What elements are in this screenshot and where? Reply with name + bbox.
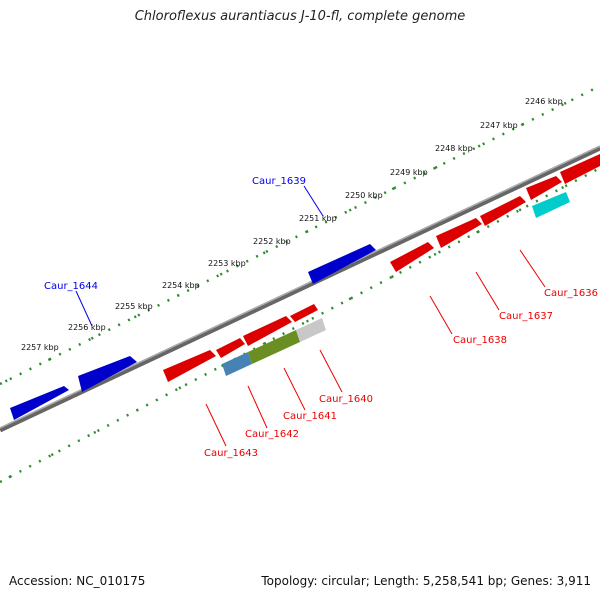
- scale-labels: 2246 kbp 2247 kbp 2248 kbp 2249 kbp 2250…: [21, 97, 563, 352]
- gene-label-caur-1641[interactable]: Caur_1641: [283, 411, 337, 422]
- upper-tick-track: [0, 84, 600, 386]
- gene-label-caur-1639[interactable]: Caur_1639: [252, 176, 306, 187]
- gene-arrow[interactable]: [10, 386, 69, 420]
- gene-arrow[interactable]: [290, 304, 318, 322]
- tick-label-2254: 2254 kbp: [162, 281, 200, 290]
- gene-caur-1636[interactable]: [480, 196, 526, 226]
- gene-caur-1639[interactable]: [308, 244, 376, 284]
- leader-caur-1641: [283, 367, 306, 411]
- gene-arrow[interactable]: [560, 154, 600, 184]
- tick-label-2256: 2256 kbp: [68, 323, 106, 332]
- upper-dotted-track: [0, 84, 600, 386]
- gene-label-caur-1642[interactable]: Caur_1642: [245, 429, 299, 440]
- forward-genes: [10, 244, 376, 420]
- leader-caur-1642: [247, 385, 268, 429]
- leader-caur-1637: [475, 271, 500, 311]
- gene-caur-1640[interactable]: [296, 318, 326, 342]
- tick-label-2255: 2255 kbp: [115, 302, 153, 311]
- gene-caur-1643[interactable]: [163, 350, 216, 382]
- gene-arrow[interactable]: [243, 316, 292, 346]
- label-leaders: [75, 185, 546, 447]
- tick-label-2249: 2249 kbp: [390, 168, 428, 177]
- gene-label-caur-1643[interactable]: Caur_1643: [204, 448, 258, 459]
- leader-caur-1643: [205, 403, 227, 447]
- gene-labels: Caur_1639 Caur_1644 Caur_1636 Caur_1637 …: [44, 176, 598, 459]
- tick-label-2252: 2252 kbp: [253, 237, 291, 246]
- gene-arrow[interactable]: [526, 176, 562, 200]
- gene-label-caur-1637[interactable]: Caur_1637: [499, 311, 553, 322]
- leader-caur-1639: [303, 185, 324, 217]
- tick-label-2246: 2246 kbp: [525, 97, 563, 106]
- backbone-line: [0, 145, 600, 433]
- leader-caur-1640: [319, 349, 343, 393]
- accession-text: Accession: NC_010175: [9, 574, 146, 588]
- tick-label-2251: 2251 kbp: [299, 214, 337, 223]
- gene-caur-1641[interactable]: [248, 330, 300, 364]
- tick-label-2253: 2253 kbp: [208, 259, 246, 268]
- gene-caur-1642[interactable]: [222, 352, 252, 376]
- gene-arrow[interactable]: [78, 356, 137, 392]
- topology-text: Topology: circular; Length: 5,258,541 bp…: [261, 574, 591, 588]
- tick-label-2247: 2247 kbp: [480, 121, 518, 130]
- leader-caur-1638: [429, 295, 453, 335]
- tick-label-2248: 2248 kbp: [435, 144, 473, 153]
- gene-caur-1637[interactable]: [436, 218, 482, 248]
- gene-label-caur-1644[interactable]: Caur_1644: [44, 281, 98, 292]
- tick-label-2257: 2257 kbp: [21, 343, 59, 352]
- leader-caur-1644: [75, 290, 93, 327]
- leader-caur-1636: [519, 249, 546, 288]
- gene-caur-1642-red[interactable]: [216, 338, 245, 358]
- gene-label-caur-1640[interactable]: Caur_1640: [319, 394, 373, 405]
- gene-cyan[interactable]: [532, 192, 570, 218]
- map-title: Chloroflexus aurantiacus J-10-fl, comple…: [134, 9, 466, 24]
- gene-caur-1638[interactable]: [390, 242, 434, 272]
- reverse-genes: [163, 154, 600, 382]
- tick-label-2250: 2250 kbp: [345, 191, 383, 200]
- gene-label-caur-1636[interactable]: Caur_1636: [544, 288, 598, 299]
- gene-label-caur-1638[interactable]: Caur_1638: [453, 335, 507, 346]
